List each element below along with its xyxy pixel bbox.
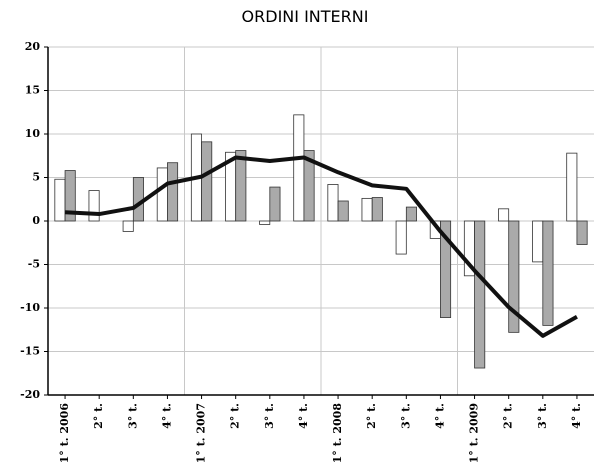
bar: [532, 220, 544, 263]
bar: [269, 186, 281, 222]
y-tick-label: -5: [28, 258, 40, 271]
bar: [327, 184, 339, 222]
x-tick-label: 1° t. 2007: [195, 403, 208, 463]
bar: [303, 150, 315, 222]
x-tick-label: 4° t.: [160, 403, 173, 429]
x-tick-label: 3° t.: [263, 403, 276, 429]
bar: [576, 220, 588, 245]
bar: [167, 162, 179, 222]
bar: [474, 220, 486, 369]
bar: [542, 220, 554, 326]
bar: [132, 177, 144, 222]
x-tick-label: 3° t.: [126, 403, 139, 429]
x-tick-label: 4° t.: [570, 403, 583, 429]
y-tick-label: 0: [32, 214, 40, 227]
line: [64, 155, 578, 338]
bar: [508, 220, 520, 333]
x-tick-label: 2° t.: [502, 403, 515, 429]
chart-title: ORDINI INTERNI: [242, 7, 369, 26]
bar: [259, 220, 271, 225]
bar: [235, 150, 247, 222]
bar: [54, 178, 66, 222]
x-tick-label: 2° t.: [365, 403, 378, 429]
bar: [371, 197, 383, 222]
x-tick-label: 1° t. 2006: [58, 403, 71, 464]
x-tick-label: 1° t. 2008: [331, 403, 344, 464]
bar: [566, 152, 578, 222]
bar: [201, 141, 213, 222]
y-tick-label: -20: [20, 388, 40, 401]
x-tick-label: 1° t. 2009: [468, 403, 481, 463]
y-tick-label: 15: [25, 84, 40, 97]
y-tick-label: 20: [25, 40, 41, 53]
y-tick-label: 10: [25, 127, 41, 140]
y-tick-label: -10: [20, 301, 40, 314]
bar: [122, 220, 134, 232]
x-tick-label: 2° t.: [92, 403, 105, 429]
bar: [293, 114, 305, 222]
bar: [88, 190, 100, 222]
x-tick-label: 4° t.: [433, 403, 446, 429]
x-tick-label: 4° t.: [297, 403, 310, 429]
bar: [440, 220, 452, 318]
x-tick-label: 2° t.: [229, 403, 242, 429]
bar: [337, 200, 349, 222]
bar: [498, 208, 510, 222]
bar: [64, 170, 76, 222]
y-tick-label: -15: [20, 345, 40, 358]
y-tick-label: 5: [32, 171, 40, 184]
bar: [395, 220, 407, 255]
bar: [361, 197, 373, 222]
bar: [405, 206, 417, 222]
x-tick-label: 3° t.: [399, 403, 412, 429]
bar: [156, 167, 168, 222]
x-tick-label: 3° t.: [536, 403, 549, 429]
